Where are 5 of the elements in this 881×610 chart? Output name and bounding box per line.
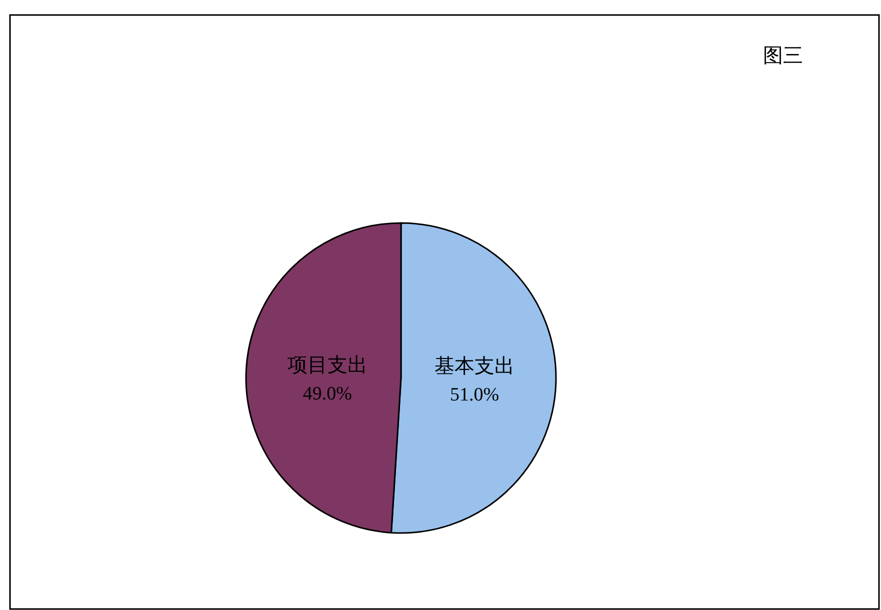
slice-label: 项目支出 (287, 354, 368, 376)
slice-label: 基本支出 (434, 356, 515, 378)
text: 图三 (763, 45, 803, 67)
data-label: 51.0% (450, 384, 500, 406)
data-label: 49.0% (302, 383, 352, 404)
